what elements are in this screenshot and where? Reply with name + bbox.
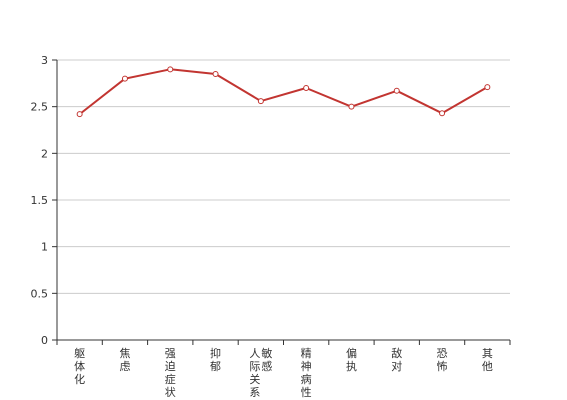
x-tick-label: 其	[482, 347, 493, 360]
x-tick-label: 迫	[165, 359, 176, 373]
data-point	[393, 87, 400, 94]
y-tick-label: 2.5	[31, 101, 49, 114]
x-tick-label: 对	[391, 359, 402, 373]
x-tick-label: 体	[74, 359, 85, 373]
series-group	[76, 66, 491, 118]
x-tick-label: 际	[249, 360, 260, 373]
y-tick-label: 1	[41, 241, 48, 254]
x-tick-label: 抑	[210, 346, 221, 360]
x-tick-label: 偏	[346, 346, 357, 360]
data-point	[212, 71, 219, 77]
x-tick-label: 关	[249, 372, 260, 386]
y-axis-ticks: 0 0.5 1 1.5 2 2.5 3	[31, 54, 57, 347]
x-tick-label: 怖	[437, 359, 448, 373]
data-point	[167, 66, 174, 73]
x-tick-label: 强	[165, 347, 176, 360]
x-tick-label: 敌	[391, 346, 402, 360]
y-tick-label: 0	[41, 334, 48, 347]
x-tick-label: 恐	[437, 347, 448, 360]
data-point	[257, 98, 264, 105]
data-point	[439, 110, 446, 117]
x-tick-label: 精	[301, 347, 312, 360]
x-tick-label: 病	[301, 372, 312, 386]
x-tick-label: 感	[261, 360, 272, 373]
data-point	[76, 111, 83, 118]
data-point	[303, 85, 310, 91]
x-tick-label: 郁	[210, 359, 221, 373]
x-tick-label: 化	[74, 372, 85, 386]
y-tick-label: 1.5	[31, 194, 49, 207]
data-point	[484, 84, 491, 91]
y-tick-label: 0.5	[31, 287, 49, 300]
x-tick-label: 躯	[74, 347, 85, 360]
x-tick-label: 执	[346, 359, 357, 373]
y-tick-label: 2	[41, 147, 48, 160]
series-line	[79, 68, 488, 115]
x-tick-label: 系	[249, 386, 260, 399]
data-point	[348, 103, 355, 110]
x-tick-label: 人	[249, 347, 260, 360]
data-point	[121, 75, 128, 82]
x-tick-label: 症	[165, 372, 176, 386]
x-tick-label: 他	[482, 360, 493, 373]
x-tick-label: 状	[165, 385, 176, 399]
x-tick-label: 焦	[119, 347, 130, 360]
x-tick-label: 神	[301, 359, 312, 373]
x-tick-label: 虑	[119, 360, 130, 373]
x-tick-label: 性	[301, 385, 312, 399]
gridlines	[57, 59, 510, 294]
x-tick-label: 敏	[261, 346, 272, 360]
y-tick-label: 3	[41, 54, 48, 67]
